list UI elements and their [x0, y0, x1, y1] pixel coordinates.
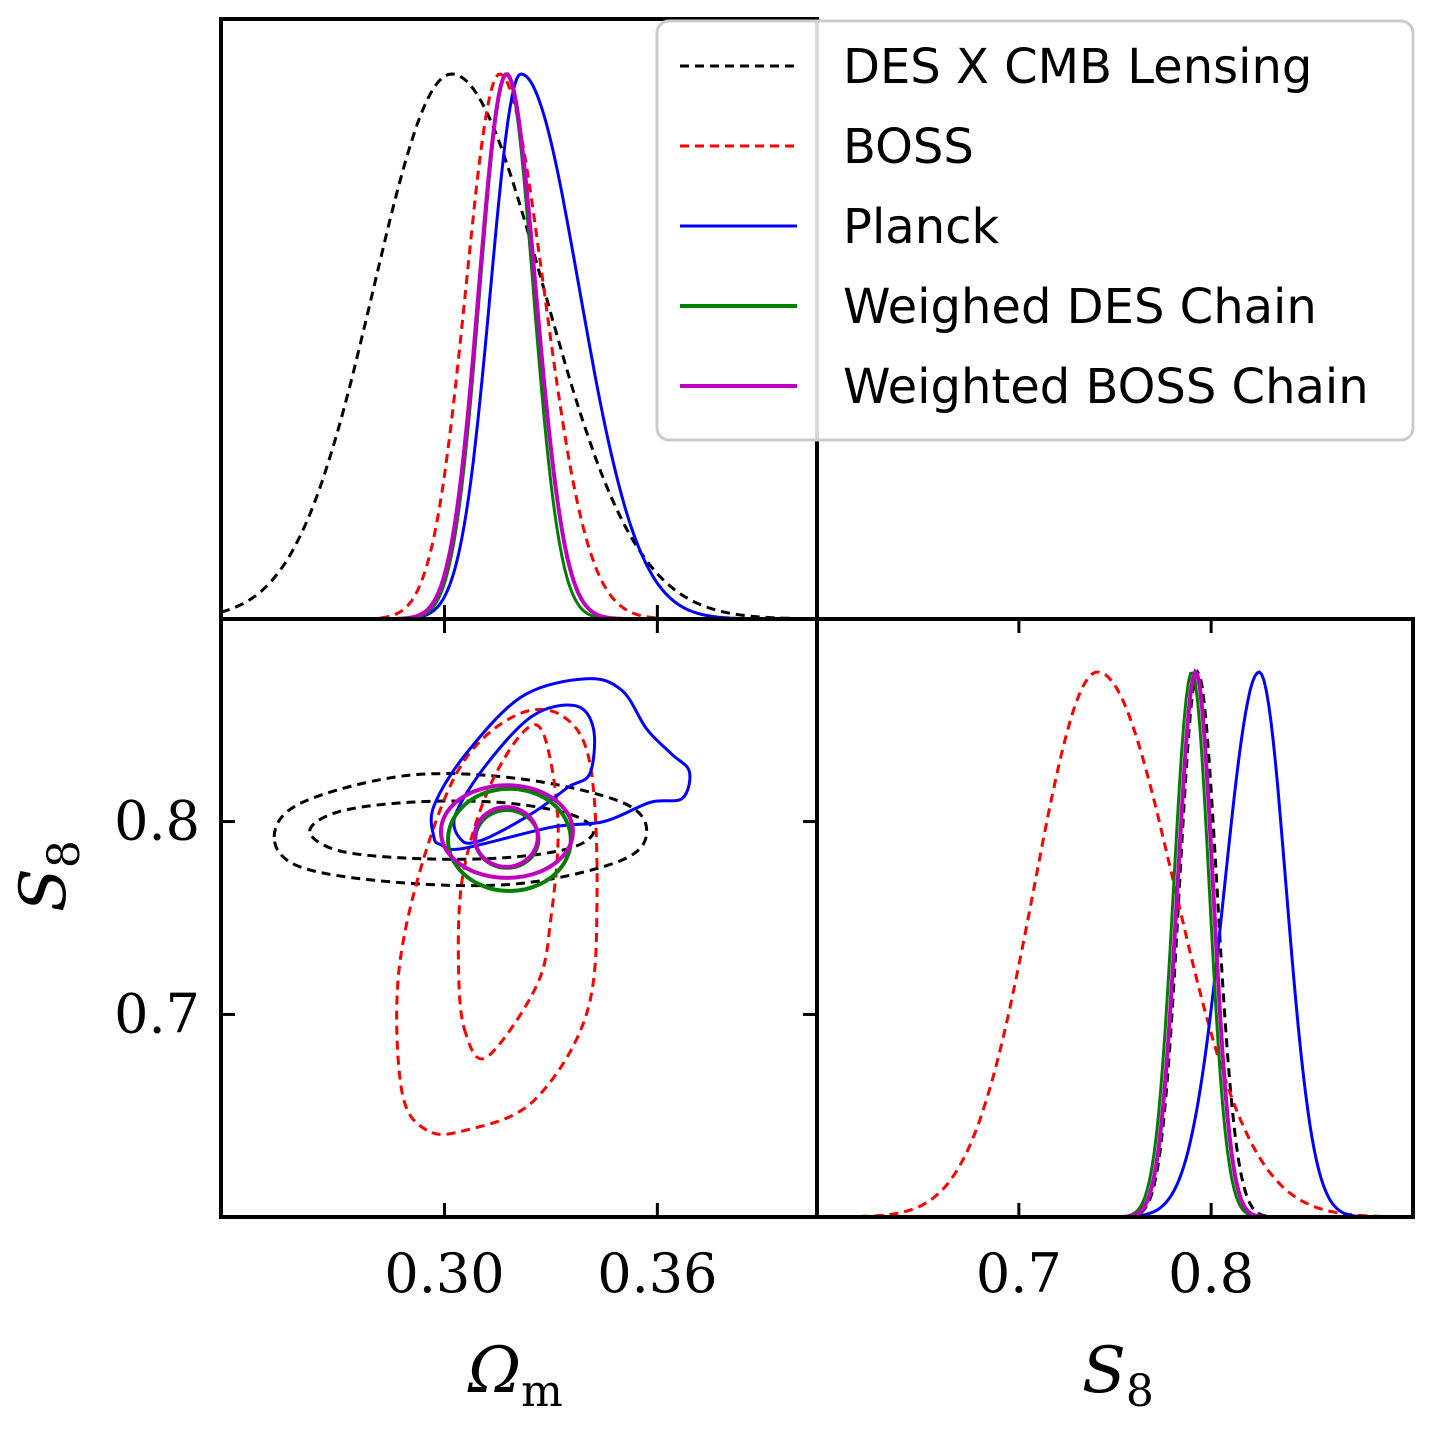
contour-des-x-cmb-lensing-95 — [272, 772, 649, 888]
legend-box — [655, 19, 1415, 442]
contour-des-x-cmb-lensing-68 — [308, 799, 596, 861]
omega-m-subscript: m — [521, 1366, 563, 1417]
contour-boss-68 — [456, 723, 560, 1061]
legend-label-planck: Planck — [843, 199, 1000, 255]
s8-marginal-weighted-boss-chain — [1124, 668, 1265, 1219]
s8-subscript: 8 — [1126, 1366, 1154, 1417]
omega-m-marginal-des-x-cmb-lensing — [220, 72, 817, 621]
ticks-layer: 0.30 0.36 0.7 0.7 0.8 0.8 — [114, 605, 1254, 1305]
y-axis-label-s8: S8 — [7, 840, 90, 912]
contour-weighted-boss-chain-95 — [438, 783, 575, 880]
y-axis-label-s8-group: S8 — [7, 840, 90, 912]
y-s8-symbol: S — [7, 868, 81, 912]
legend-label-weighted-boss-chain: Weighted BOSS Chain — [843, 359, 1369, 415]
tick-label-s8-x-1: 0.8 — [1168, 1242, 1254, 1305]
contour-boss-95 — [395, 707, 599, 1136]
s8-marginal-boss — [844, 670, 1404, 1219]
curves-layer — [220, 72, 1404, 1219]
s8-symbol: S — [1082, 1334, 1126, 1408]
tick-label-s8-y-0: 0.7 — [114, 982, 200, 1045]
omega-m-marginal-planck — [402, 72, 753, 621]
contour-planck-68 — [452, 703, 597, 845]
s8-marginal-planck — [1121, 670, 1365, 1219]
panel-s8-marginal — [815, 617, 1415, 1219]
legend-label-des-x-cmb-lensing: DES X CMB Lensing — [843, 39, 1312, 95]
legend-label-boss: BOSS — [843, 119, 974, 175]
y-s8-subscript: 8 — [39, 840, 90, 868]
omega-m-marginal-weighted-boss-chain — [397, 72, 623, 621]
x-axis-label-s8: S8 — [1082, 1334, 1154, 1417]
tick-label-s8-y-1: 0.8 — [114, 790, 200, 853]
s8-marginal-weighed-des-chain — [1119, 671, 1260, 1219]
x-axis-label-omega-m: Ωm — [467, 1334, 563, 1417]
tick-label-s8-x-0: 0.7 — [976, 1242, 1062, 1305]
tick-label-omega-m-1: 0.36 — [597, 1242, 717, 1305]
contour-planck-95 — [429, 677, 692, 851]
omega-m-symbol: Ω — [467, 1334, 521, 1408]
tick-label-omega-m-0: 0.30 — [384, 1242, 504, 1305]
legend: DES X CMB Lensing BOSS Planck Weighed DES C… — [655, 19, 1415, 442]
contour-weighted-boss-chain-68 — [472, 805, 540, 869]
contour-weighed-des-chain-95 — [445, 786, 573, 894]
legend-label-weighed-des-chain: Weighed DES Chain — [843, 279, 1317, 335]
